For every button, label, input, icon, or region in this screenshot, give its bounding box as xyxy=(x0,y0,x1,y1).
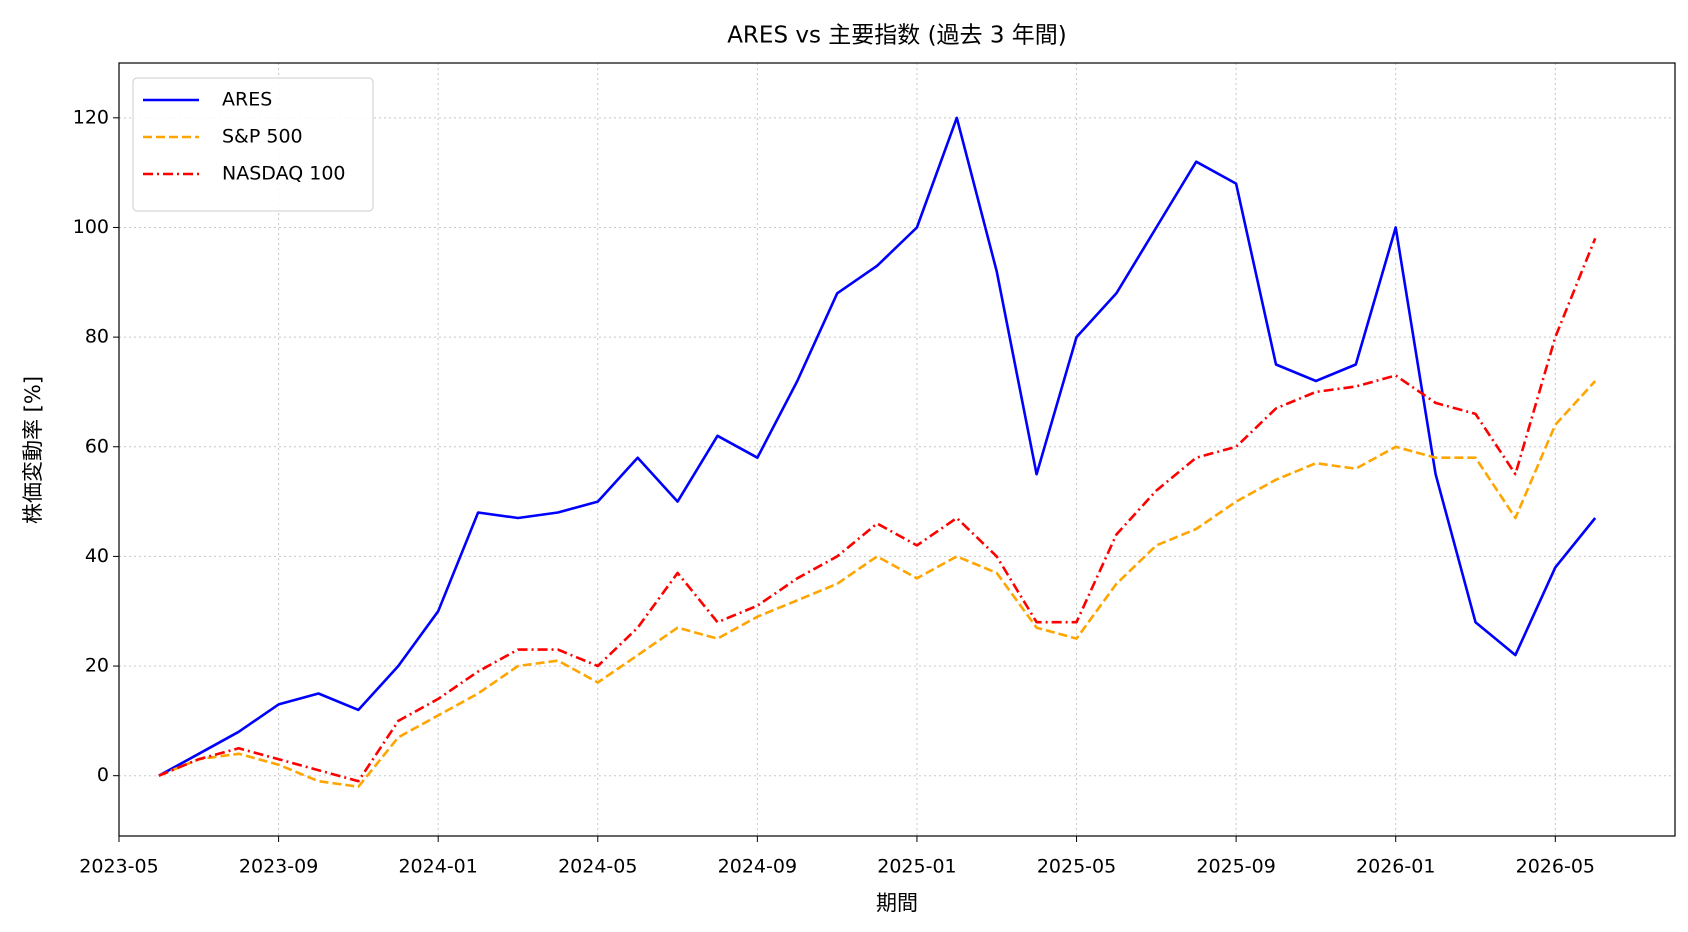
legend-box xyxy=(132,77,374,212)
x-tick-label: 2025-05 xyxy=(1037,856,1116,878)
x-tick-label: 2026-05 xyxy=(1516,856,1595,878)
x-tick-label: 2026-01 xyxy=(1356,856,1435,878)
chart-title: ARES vs 主要指数 (過去 3 年間) xyxy=(727,23,1067,49)
series-line xyxy=(158,116,1597,777)
legend-label: NASDAQ 100 xyxy=(222,163,346,185)
x-tick-label: 2023-09 xyxy=(239,856,318,878)
y-tick-label: 0 xyxy=(97,764,109,786)
y-tick-label: 40 xyxy=(85,545,109,567)
legend-label: ARES xyxy=(222,89,272,111)
x-tick-label: 2025-01 xyxy=(877,856,956,878)
x-tick-label: 2024-05 xyxy=(558,856,637,878)
legend: ARES S&P 500 NASDAQ 100 xyxy=(132,77,374,212)
legend-label: S&P 500 xyxy=(222,126,303,148)
y-tick-label: 60 xyxy=(85,435,109,457)
x-tick-label: 2025-09 xyxy=(1196,856,1275,878)
y-axis-label: 株価変動率 [%] xyxy=(21,376,45,524)
series-line xyxy=(158,237,1597,783)
y-tick-label: 100 xyxy=(73,216,109,238)
x-tick-label: 2024-09 xyxy=(718,856,797,878)
y-tick-label: 20 xyxy=(85,655,109,677)
x-tick-label: 2024-01 xyxy=(398,856,477,878)
x-tick-label: 2023-05 xyxy=(79,856,158,878)
x-axis-label: 期間 xyxy=(876,891,918,915)
y-tick-label: 120 xyxy=(73,106,109,128)
plot-frame xyxy=(118,62,1676,837)
y-tick-label: 80 xyxy=(85,326,109,348)
